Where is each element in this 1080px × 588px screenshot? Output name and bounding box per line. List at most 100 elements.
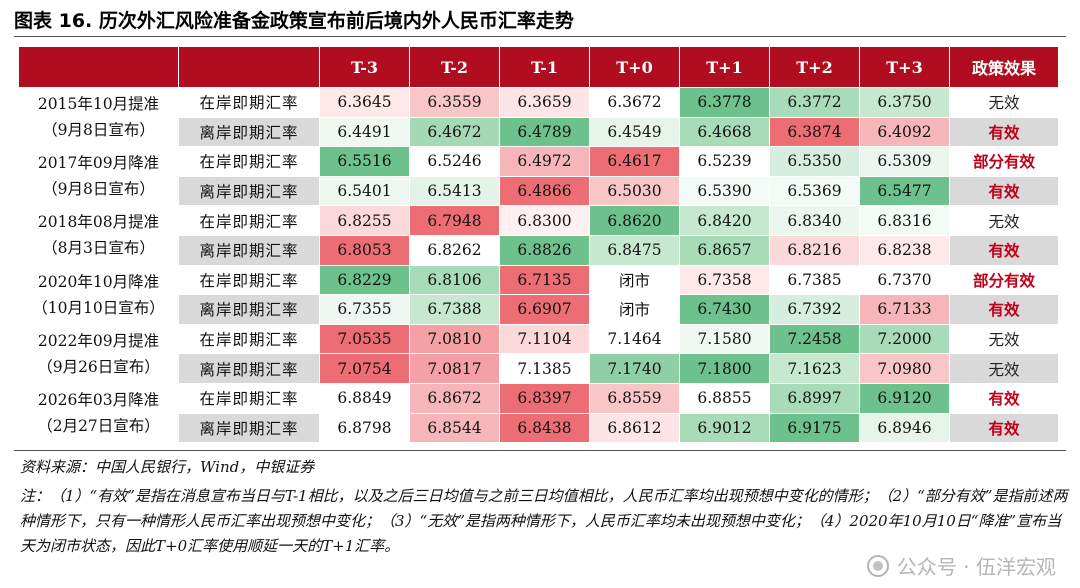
source-text: 资料来源：中国人民银行，Wind，中银证券 [20,458,315,476]
rate-type-onshore: 在岸即期汇率 [178,323,320,355]
rate-cell: 6.3659 [499,87,590,118]
rate-cell: 6.8672 [409,382,500,414]
rate-cell: 6.7388 [409,294,500,325]
rate-cell: 6.7430 [679,294,770,325]
rate-cell: 7.1104 [499,323,590,355]
rate-cell: 6.9175 [769,412,860,444]
table-row: 2018年08月提准 （8月3日宣布） 在岸即期汇率 6.8255 6.7948 6.83… [18,205,1059,266]
header-period-Tminus1: T-1 [499,46,590,88]
rate-cell: 6.8397 [499,382,590,414]
rate-cell: 闭市 [589,264,680,296]
rate-type-offshore: 离岸即期汇率 [178,116,320,148]
rate-type-onshore: 在岸即期汇率 [178,264,320,296]
rate-cell: 6.8340 [769,205,860,236]
rate-cell: 6.4672 [409,116,500,148]
policy-effect-cell: 部分有效 [949,146,1059,177]
rate-cell: 6.4972 [499,146,590,177]
rate-cell: 7.0817 [409,353,500,384]
header-period-Tminus3: T-3 [319,46,410,88]
header-rate-type [178,46,320,88]
rate-cell: 6.3874 [769,116,860,148]
table-row: 2020年10月降准 （10月10日宣布） 在岸即期汇率 6.8229 6.8106 6.… [18,264,1059,325]
rate-cell: 6.8855 [679,382,770,414]
rate-cell: 7.0754 [319,353,410,384]
event-announce-date: （9月8日宣布） [42,121,155,140]
rate-cell: 6.8053 [319,234,410,266]
rate-cell: 7.1580 [679,323,770,355]
rate-type-offshore: 离岸即期汇率 [178,353,320,384]
policy-effect-cell: 有效 [949,116,1059,148]
rate-type-onshore: 在岸即期汇率 [178,382,320,414]
rate-cell: 6.8559 [589,382,680,414]
header-period-Tplus1: T+1 [679,46,770,88]
event-policy: 2022年09月提准 [37,331,160,350]
rate-cell: 6.5369 [769,175,860,207]
figure-title: 图表 16. 历次外汇风险准备金政策宣布前后境内外人民币汇率走势 [14,10,574,32]
rate-cell: 6.8997 [769,382,860,414]
rate-cell: 6.8420 [679,205,770,236]
rate-cell: 6.3645 [319,87,410,118]
wechat-logo-icon [866,554,889,577]
table-row: 2022年09月提准 （9月26日宣布） 在岸即期汇率 7.0535 7.0810 7.1… [18,323,1059,384]
rate-cell: 6.5390 [679,175,770,207]
table-row: 2017年09月降准 （9月8日宣布） 在岸即期汇率 6.5516 6.5246 6.49… [18,146,1059,207]
rate-cell: 6.7135 [499,264,590,296]
rate-cell: 6.8798 [319,412,410,444]
header-period-Tplus2: T+2 [769,46,860,88]
policy-effect-cell: 无效 [949,353,1059,384]
rate-cell: 6.9012 [679,412,770,444]
rate-type-onshore: 在岸即期汇率 [178,205,320,236]
rate-cell: 6.5413 [409,175,500,207]
header-event [18,46,179,88]
rate-cell: 6.5516 [319,146,410,177]
rate-cell: 6.7370 [859,264,950,296]
table-row: 2026年03月降准 （2月27日宣布） 在岸即期汇率 6.8849 6.8672 6.8… [18,382,1059,444]
rate-cell: 6.3778 [679,87,770,118]
rate-cell: 6.4668 [679,116,770,148]
watermark-text: 公众号 · 伍洋宏观 [896,555,1056,579]
policy-effect-cell: 有效 [949,382,1059,414]
rate-cell: 6.5350 [769,146,860,177]
event-label: 2017年09月降准 （9月8日宣布） [18,146,179,207]
policy-effect-cell: 无效 [949,87,1059,118]
policy-effect-cell: 部分有效 [949,264,1059,296]
event-policy: 2015年10月提准 [37,95,160,114]
event-announce-date: （9月8日宣布） [42,180,155,199]
rate-type-onshore: 在岸即期汇率 [178,87,320,118]
policy-effect-cell: 有效 [949,412,1059,444]
rate-cell: 6.7133 [859,294,950,325]
event-label: 2026年03月降准 （2月27日宣布） [18,382,179,444]
table-row: 离岸即期汇率 6.8053 6.8262 6.8826 6.8475 6.8657 6.82… [19,234,1059,266]
rate-cell: 7.2000 [859,323,950,355]
rate-cell: 6.8316 [859,205,950,236]
policy-effect-cell: 有效 [949,175,1059,207]
rate-cell: 闭市 [589,294,680,325]
rate-cell: 6.8300 [499,205,590,236]
header-period-Tplus3: T+3 [859,46,950,88]
rate-cell: 6.7385 [769,264,860,296]
rate-cell: 6.8544 [409,412,500,444]
header-policy-effect: 政策效果 [949,46,1059,88]
rate-cell: 6.4092 [859,116,950,148]
table-header-row: T-3 T-2 T-1 T+0 T+1 T+2 T+3 政策效果 [18,46,1059,88]
rate-cell: 6.3559 [409,87,500,118]
rate-cell: 6.5477 [859,175,950,207]
policy-effect-cell: 无效 [949,205,1059,236]
rate-type-offshore: 离岸即期汇率 [178,234,320,266]
rate-cell: 6.9120 [859,382,950,414]
footnote-text: 注：（1）“有效”是指在消息宣布当日与T-1相比，以及之后三日均值与之前三日均值… [20,487,1068,555]
rate-cell: 6.8849 [319,382,410,414]
event-announce-date: （2月27日宣布） [37,417,160,436]
event-label: 2022年09月提准 （9月26日宣布） [18,323,179,384]
rate-cell: 6.8438 [499,412,590,444]
rate-cell: 6.5030 [589,175,680,207]
header-period-Tplus0: T+0 [589,46,680,88]
rate-cell: 6.8238 [859,234,950,266]
rate-cell: 6.7948 [409,205,500,236]
event-label: 2018年08月提准 （8月3日宣布） [18,205,179,266]
event-announce-date: （8月3日宣布） [42,239,155,258]
rate-cell: 6.8262 [409,234,500,266]
event-policy: 2017年09月降准 [37,154,160,173]
rate-cell: 6.5246 [409,146,500,177]
policy-effect-cell: 有效 [949,294,1059,325]
